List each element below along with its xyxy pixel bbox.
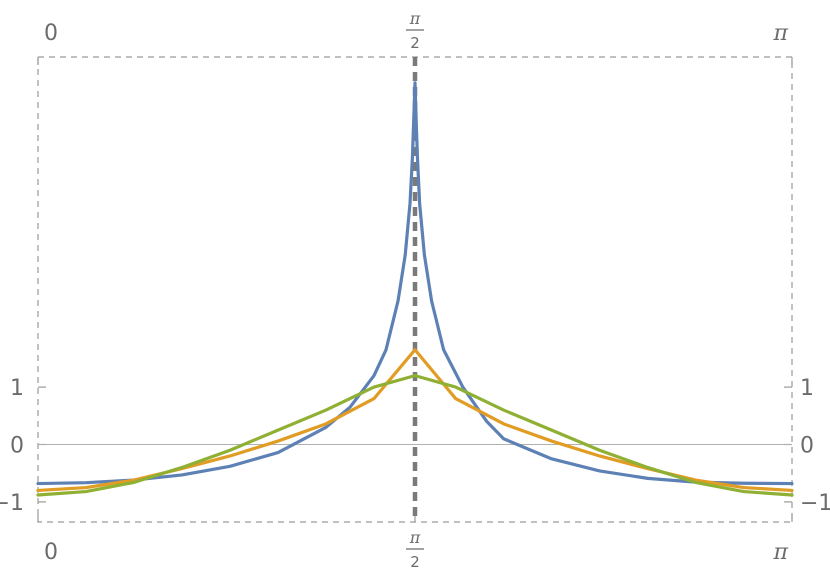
x-tick-label-top: 0: [44, 21, 58, 46]
x-tick-label-top-numerator: π: [409, 9, 421, 28]
x-tick-label-bottom-denominator: 2: [410, 553, 420, 571]
x-tick-label-bottom: 0: [44, 540, 58, 565]
reference-lines: [38, 57, 792, 522]
tick-labels: −1 −1 0 0 1 1 0 π 2 π 0 π 2 π: [0, 9, 830, 571]
x-tick-label-bottom-numerator: π: [409, 528, 421, 547]
y-tick-label-right: −1: [800, 491, 830, 516]
y-tick-label-right: 0: [800, 434, 814, 459]
x-tick-label-top: π: [773, 21, 789, 46]
series-line-1: [36, 81, 794, 486]
y-tick-label-left: 0: [10, 434, 24, 459]
x-tick-label-top-denominator: 2: [410, 34, 420, 52]
y-tick-label-right: 1: [800, 376, 814, 401]
series-line-3: [36, 374, 794, 497]
x-tick-label-bottom: π: [773, 540, 789, 565]
y-tick-label-left: −1: [0, 491, 24, 516]
y-tick-label-left: 1: [10, 376, 24, 401]
series-layer: [36, 81, 794, 497]
